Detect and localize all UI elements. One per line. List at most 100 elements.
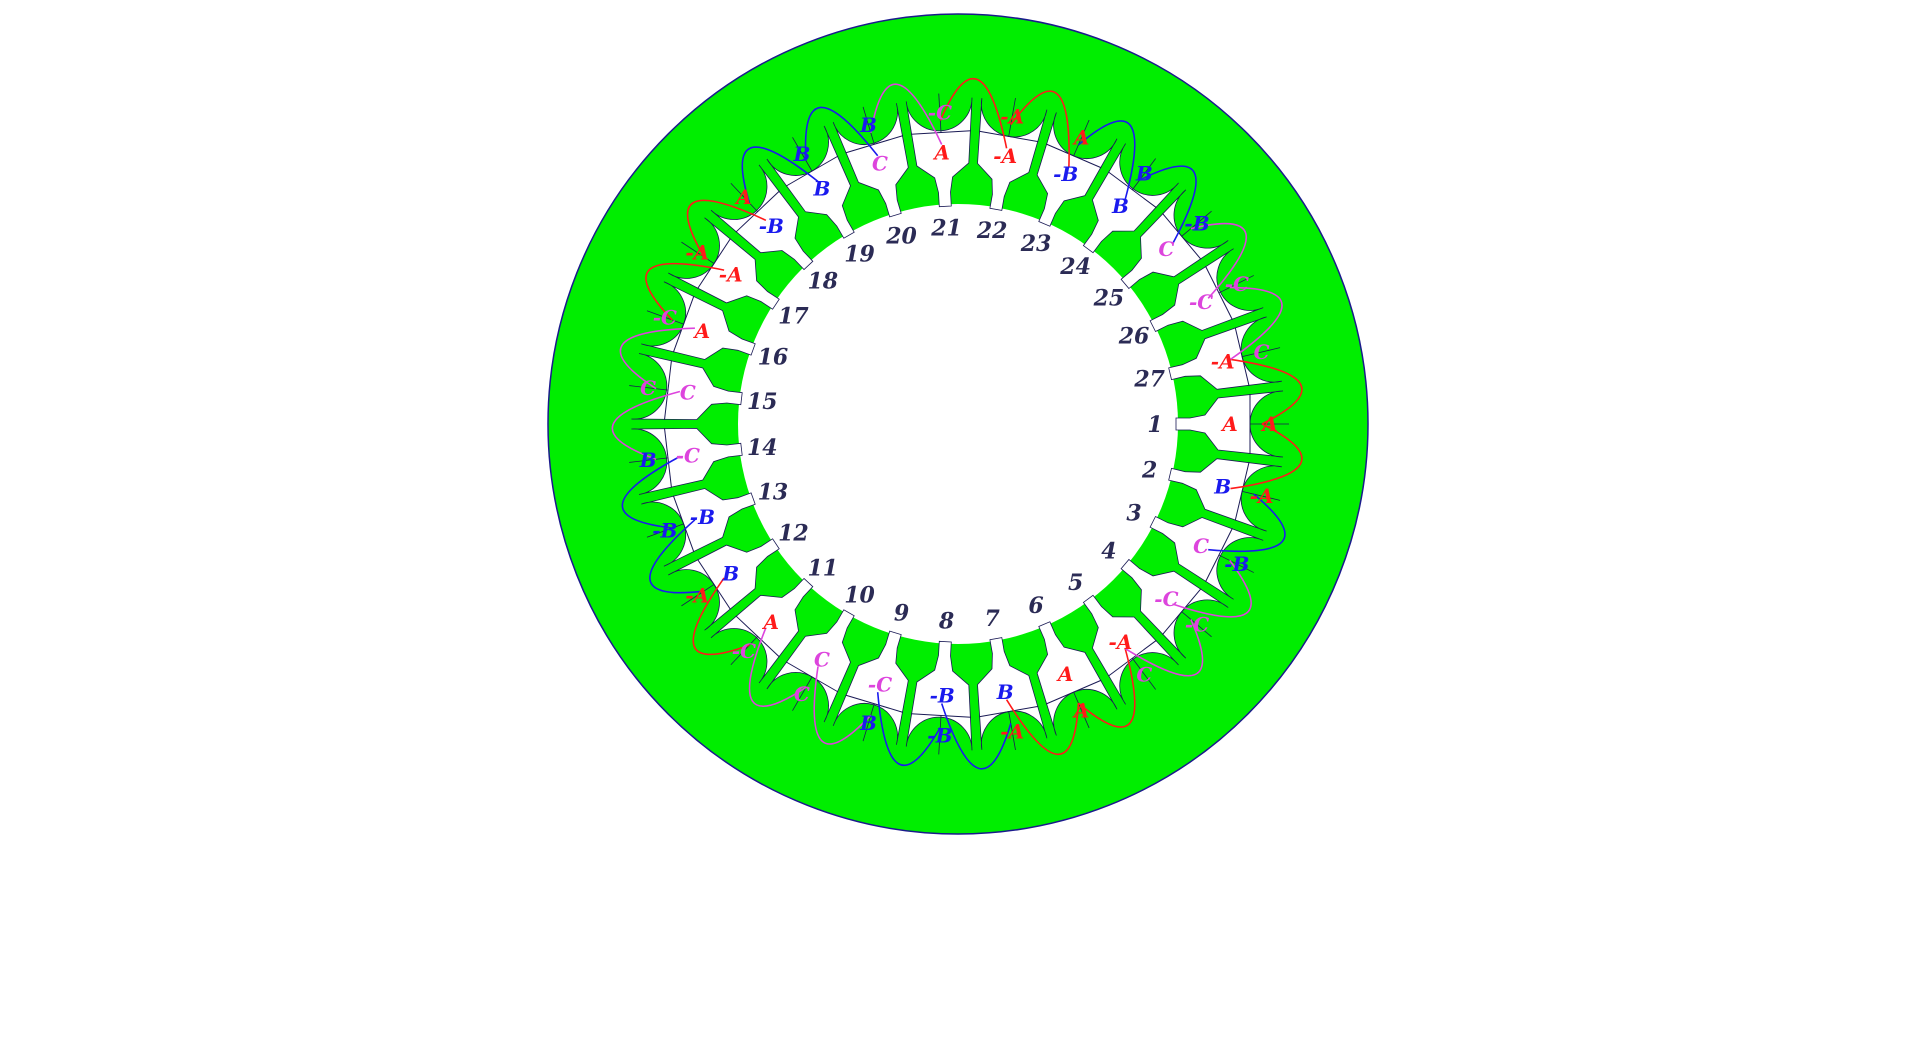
slot-center-line bbox=[1132, 657, 1156, 690]
coil-connection-phase-a bbox=[939, 77, 1008, 149]
coil-label-outer: B bbox=[859, 711, 877, 735]
slot-24 bbox=[1082, 143, 1179, 254]
slot-center-line bbox=[1242, 490, 1281, 501]
coil-connections-layer bbox=[611, 77, 1303, 770]
slot-center-line bbox=[1073, 119, 1090, 157]
coil-label-outer: -C bbox=[732, 639, 756, 663]
coil-label-inner: -B bbox=[690, 505, 715, 529]
slot-center-line bbox=[1181, 210, 1212, 237]
coil-connection-phase-a bbox=[1010, 90, 1070, 167]
coil-label-outer: C bbox=[1254, 340, 1270, 364]
coil-label-inner: A bbox=[1056, 662, 1074, 686]
slot-number: 13 bbox=[758, 479, 789, 505]
slot-18 bbox=[710, 164, 814, 271]
slot-number: 20 bbox=[885, 223, 917, 249]
coil-label-outer: -A bbox=[685, 241, 709, 265]
coil-label-inner: -B bbox=[1053, 162, 1078, 186]
coil-label-outer: B bbox=[859, 113, 877, 137]
coil-label-outer: -C bbox=[1225, 272, 1249, 296]
slot-number: 6 bbox=[1028, 593, 1043, 619]
coil-connection-phase-b bbox=[804, 106, 879, 161]
coil-connection-phase-b bbox=[876, 692, 941, 767]
coil-connection-phase-c bbox=[748, 627, 807, 707]
coil-label-outer: -B bbox=[927, 724, 952, 748]
coil-label-outer: A bbox=[734, 185, 752, 209]
coil-connection-phase-c bbox=[1124, 619, 1204, 677]
coil-label-outer: A bbox=[1072, 126, 1090, 150]
coil-connection-phase-b bbox=[649, 519, 705, 594]
coil-connection-phase-a bbox=[1077, 648, 1136, 728]
coil-label-inner: A bbox=[1220, 412, 1238, 436]
slot-number: 17 bbox=[778, 304, 809, 330]
coil-connection-phase-b bbox=[1077, 120, 1136, 200]
slot-number: 12 bbox=[778, 520, 809, 546]
coil-label-inner: -A bbox=[719, 263, 743, 287]
slot-number: 16 bbox=[758, 345, 789, 371]
coil-label-outer: -B bbox=[1184, 212, 1209, 236]
slot-center-line bbox=[730, 636, 758, 666]
coil-label-inner: B bbox=[996, 680, 1014, 704]
slot-center-line bbox=[1242, 347, 1281, 358]
slot-divider bbox=[1205, 528, 1233, 583]
coil-connection-phase-a bbox=[686, 199, 767, 258]
coil-connection-phase-c bbox=[1229, 286, 1283, 361]
slot-number: 23 bbox=[1020, 231, 1052, 257]
coil-label-inner: -C bbox=[868, 673, 892, 697]
slot-number: 15 bbox=[747, 389, 778, 415]
slot-center-line bbox=[681, 241, 715, 264]
coil-label-outer: -A bbox=[1250, 484, 1274, 508]
coil-label-inner: -A bbox=[993, 144, 1017, 168]
coil-label-outer: B bbox=[793, 142, 811, 166]
slot-number: 27 bbox=[1133, 367, 1165, 393]
slot-divider bbox=[735, 615, 780, 658]
coil-label-outer: -A bbox=[1000, 105, 1024, 129]
slot-center-line bbox=[862, 106, 875, 145]
coil-label-inner: B bbox=[1111, 194, 1129, 218]
slot-center-line bbox=[1073, 691, 1090, 729]
coil-label-inner: -B bbox=[759, 214, 784, 238]
coil-connection-phase-b bbox=[741, 146, 819, 204]
coil-labels-layer: A AB -AC-B-C-C-ACAAB-A-B-B-CBCCA-CB-A-B-B-… bbox=[639, 101, 1278, 748]
slot-center-line bbox=[792, 137, 813, 172]
coil-connection-phase-c bbox=[813, 666, 872, 745]
slot-number: 9 bbox=[894, 601, 909, 627]
coil-connection-phase-c bbox=[611, 390, 681, 461]
coil-label-inner: B bbox=[1213, 475, 1231, 499]
slot-3 bbox=[1149, 515, 1264, 600]
slot-number: 18 bbox=[807, 269, 838, 295]
slot-9 bbox=[832, 630, 909, 745]
coil-connection-phase-a bbox=[1230, 358, 1303, 425]
slot-center-line bbox=[862, 703, 875, 742]
slot-20 bbox=[832, 103, 909, 218]
coil-label-outer: -B bbox=[652, 519, 677, 543]
coil-label-inner: -A bbox=[1108, 630, 1132, 654]
slot-number: 7 bbox=[985, 606, 1001, 632]
coil-label-outer: C bbox=[640, 376, 656, 400]
slot-14 bbox=[631, 427, 743, 495]
slot-center-line bbox=[792, 676, 813, 711]
slot-divider bbox=[697, 238, 731, 289]
slot-number: 19 bbox=[844, 241, 875, 267]
coil-label-inner: A bbox=[693, 319, 711, 343]
coil-label-outer: A bbox=[1072, 699, 1090, 723]
slot-8 bbox=[905, 640, 973, 751]
slot-21 bbox=[905, 97, 973, 208]
coil-label-outer: B bbox=[639, 448, 657, 472]
slot-center-line bbox=[1218, 554, 1254, 573]
slot-number: 24 bbox=[1059, 254, 1091, 280]
coil-connection-phase-b bbox=[621, 455, 681, 529]
slot-number: 26 bbox=[1118, 324, 1150, 350]
coil-label-outer: -C bbox=[1185, 613, 1209, 637]
coil-label-inner: C bbox=[814, 648, 830, 672]
slots-layer bbox=[629, 93, 1289, 755]
slot-center-line bbox=[1132, 158, 1156, 191]
slot-15 bbox=[631, 353, 743, 421]
coil-label-outer: C bbox=[794, 682, 810, 706]
coil-connection-phase-c bbox=[619, 327, 695, 390]
coil-connection-phase-c bbox=[1172, 559, 1252, 618]
slot-center-line bbox=[1008, 97, 1016, 137]
coil-label-outer: -A bbox=[1000, 719, 1024, 743]
coil-label-inner: C bbox=[872, 151, 888, 175]
